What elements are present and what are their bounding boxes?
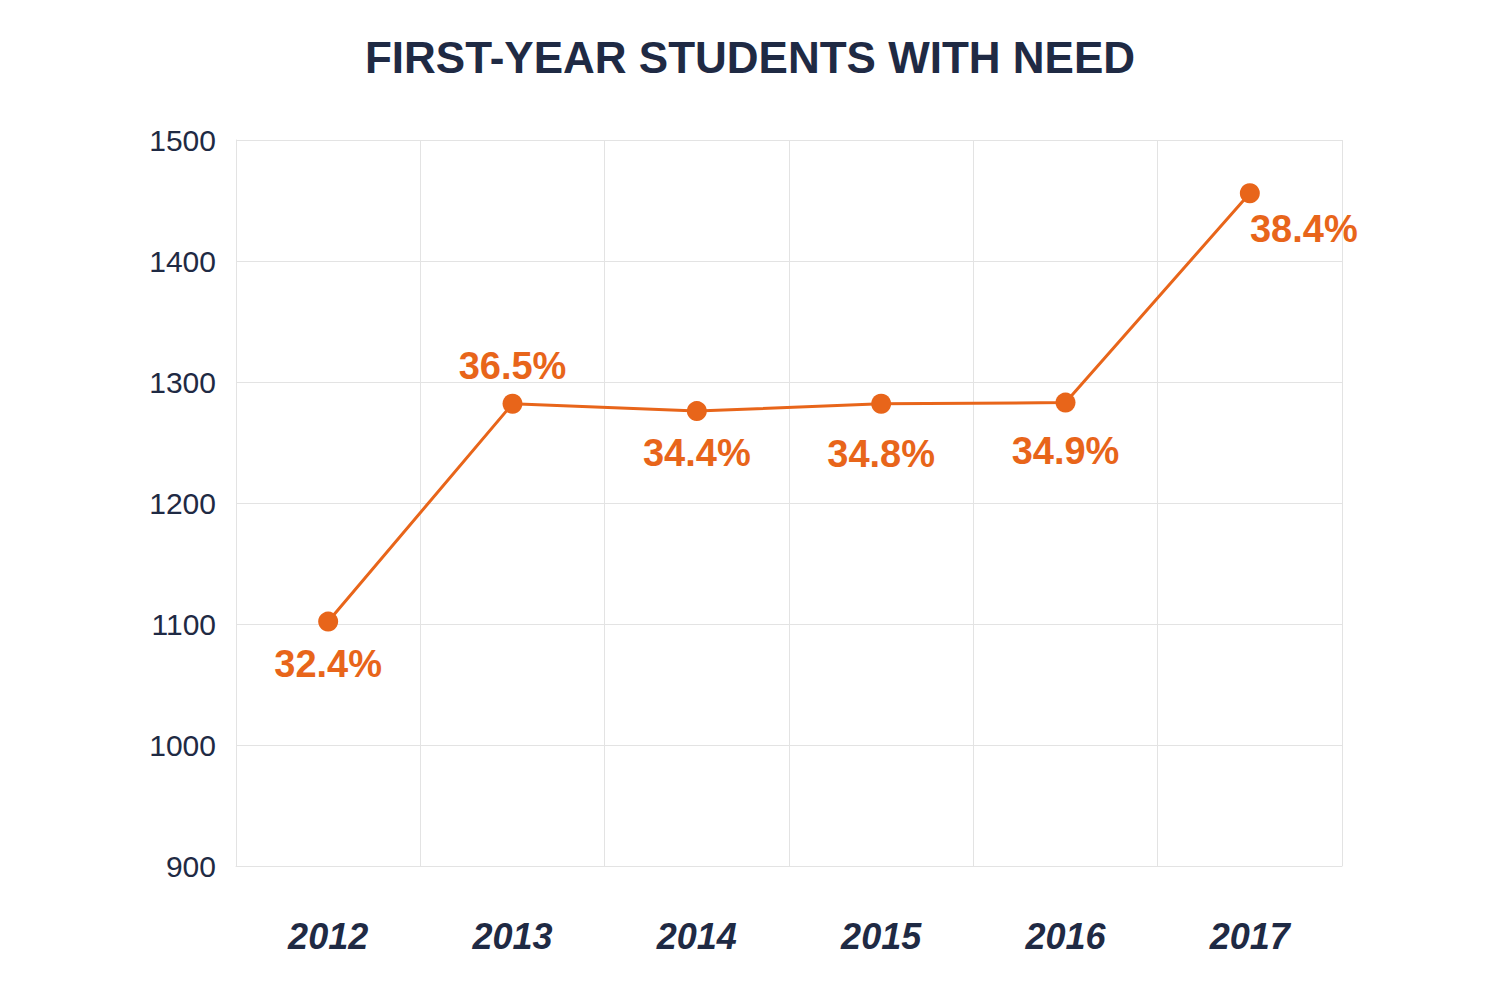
svg-text:1400: 1400 <box>149 245 216 278</box>
svg-text:1500: 1500 <box>149 124 216 157</box>
svg-text:1100: 1100 <box>151 608 216 641</box>
svg-text:1000: 1000 <box>149 729 216 762</box>
svg-text:900: 900 <box>166 850 216 883</box>
svg-text:2013: 2013 <box>471 916 552 957</box>
svg-text:2016: 2016 <box>1024 916 1106 957</box>
svg-text:34.8%: 34.8% <box>827 433 935 475</box>
svg-text:32.4%: 32.4% <box>274 643 382 685</box>
svg-text:36.5%: 36.5% <box>459 345 567 387</box>
svg-text:2017: 2017 <box>1209 916 1292 957</box>
svg-text:1300: 1300 <box>149 366 216 399</box>
svg-text:2015: 2015 <box>840 916 922 957</box>
svg-text:1200: 1200 <box>149 487 216 520</box>
svg-text:34.4%: 34.4% <box>643 432 751 474</box>
svg-text:2014: 2014 <box>656 916 737 957</box>
svg-text:34.9%: 34.9% <box>1012 430 1120 472</box>
svg-text:2012: 2012 <box>287 916 368 957</box>
svg-text:FIRST-YEAR STUDENTS WITH NEED: FIRST-YEAR STUDENTS WITH NEED <box>365 33 1135 82</box>
svg-text:38.4%: 38.4% <box>1250 208 1358 250</box>
